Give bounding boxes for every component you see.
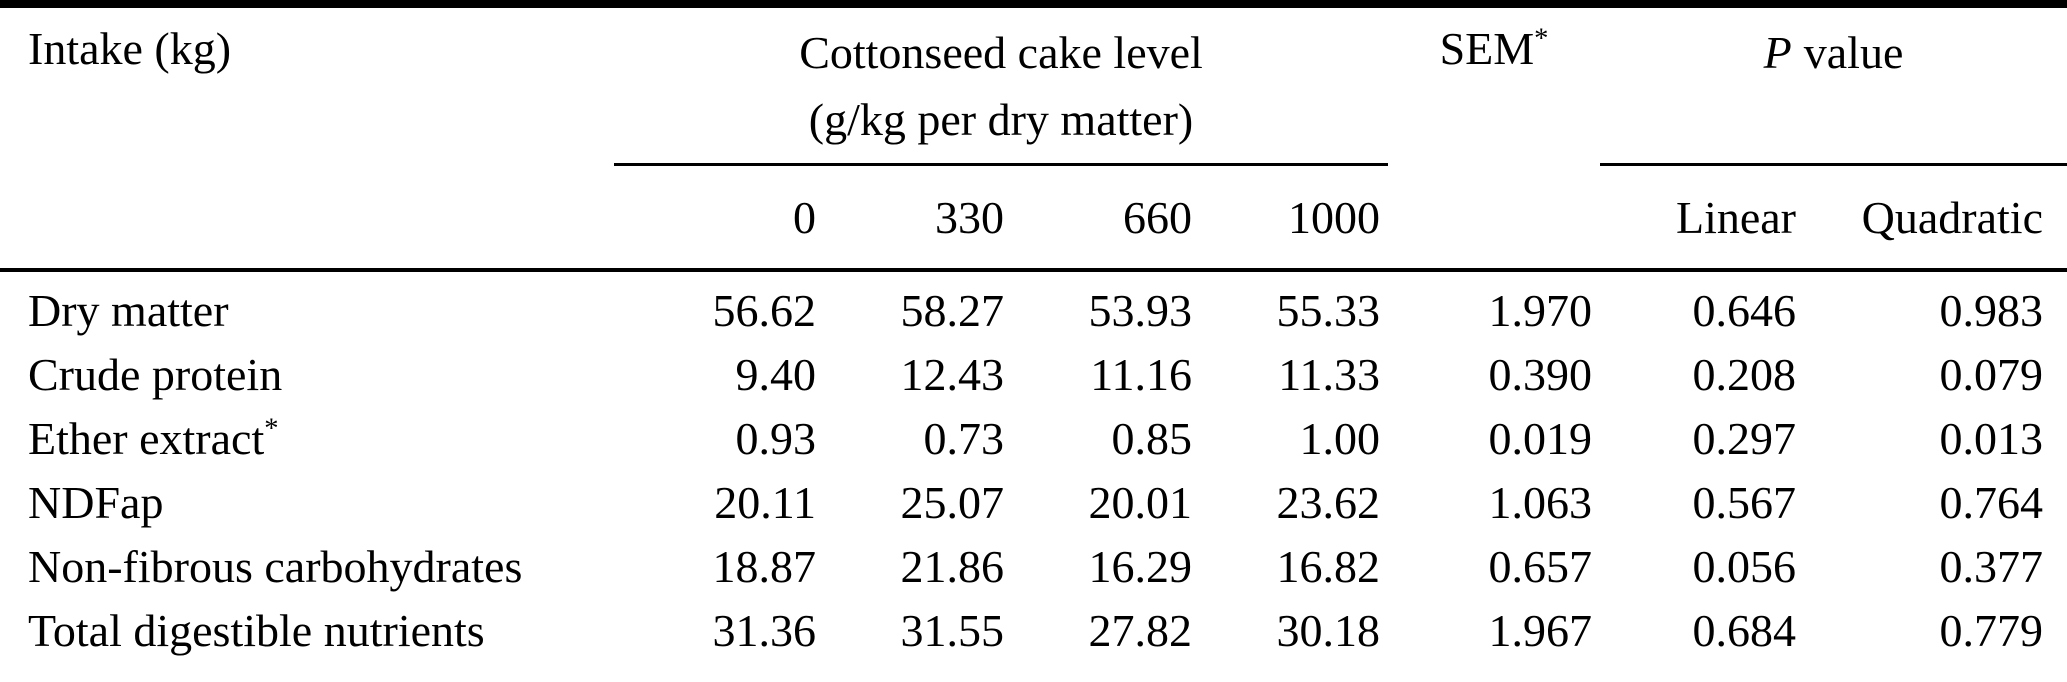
cell-level-0: 9.40 <box>735 348 817 400</box>
stub-header-intake-kg: Intake (kg) <box>0 4 614 273</box>
table-row-total-digestible-nutrients: Total digestible nutrients 31.36 31.55 2… <box>0 598 2067 682</box>
row-label-text: Non-fibrous carbohydrates <box>28 540 523 592</box>
cell-sem: 0.657 <box>1488 540 1593 592</box>
cell-level-660: 27.82 <box>1088 604 1193 656</box>
spanner-line1: Cottonseed cake level <box>799 27 1203 78</box>
table-row-ndfap: NDFap 20.11 25.07 20.01 23.62 1.063 0.56… <box>0 470 2067 534</box>
column-header-quadratic: Quadratic <box>1804 164 2067 273</box>
row-label-text: Ether extract <box>28 412 265 464</box>
cell-p-quadratic: 0.764 <box>1939 476 2044 528</box>
cell-p-quadratic: 0.983 <box>1939 284 2044 336</box>
cell-level-0: 31.36 <box>712 604 817 656</box>
cell-level-330: 58.27 <box>900 284 1005 336</box>
cell-p-linear: 0.567 <box>1692 476 1797 528</box>
sem-label: SEM <box>1439 23 1535 74</box>
cell-level-330: 25.07 <box>900 476 1005 528</box>
cell-p-quadratic: 0.779 <box>1939 604 2044 656</box>
row-label-sup-asterisk: * <box>264 413 279 445</box>
cell-level-330: 0.73 <box>923 412 1005 464</box>
cell-level-0: 18.87 <box>712 540 817 592</box>
row-label-text: Crude protein <box>28 348 283 400</box>
p-italic: P <box>1763 27 1792 78</box>
cell-p-linear: 0.208 <box>1692 348 1797 400</box>
sem-superscript-asterisk: * <box>1534 23 1549 55</box>
spanner-cottonseed-cake-level: Cottonseed cake level (g/kg per dry matt… <box>614 4 1388 167</box>
table-row-ether-extract: Ether extract* 0.93 0.73 0.85 1.00 0.019… <box>0 406 2067 470</box>
cell-sem: 0.390 <box>1488 348 1593 400</box>
table-row-non-fibrous-carbohydrates: Non-fibrous carbohydrates 18.87 21.86 16… <box>0 534 2067 598</box>
cell-level-330: 31.55 <box>900 604 1005 656</box>
table-header: Intake (kg) Cottonseed cake level (g/kg … <box>0 4 2067 273</box>
cell-p-quadratic: 0.079 <box>1939 348 2044 400</box>
table-row-crude-protein: Crude protein 9.40 12.43 11.16 11.33 0.3… <box>0 342 2067 406</box>
row-label-text: Dry matter <box>28 284 229 336</box>
row-label: Dry matter <box>0 270 614 342</box>
cell-level-1000: 11.33 <box>1278 348 1380 400</box>
cell-level-1000: 30.18 <box>1276 604 1381 656</box>
row-label: NDFap <box>0 470 614 534</box>
cell-level-1000: 16.82 <box>1276 540 1381 592</box>
cell-level-1000: 23.62 <box>1276 476 1381 528</box>
cell-level-0: 56.62 <box>712 284 817 336</box>
cell-level-660: 20.01 <box>1088 476 1193 528</box>
row-label-text: NDFap <box>28 476 164 528</box>
cell-sem: 1.967 <box>1488 604 1593 656</box>
column-header-level-330: 330 <box>824 164 1012 273</box>
row-label: Ether extract* <box>0 406 614 470</box>
column-header-level-0: 0 <box>614 164 824 273</box>
cell-sem: 1.970 <box>1488 284 1593 336</box>
row-label-text: Total digestible nutrients <box>28 604 485 656</box>
p-value-text: value <box>1803 27 1904 78</box>
cell-p-quadratic: 0.013 <box>1939 412 2044 464</box>
column-header-level-1000: 1000 <box>1200 164 1388 273</box>
table-body: Dry matter 56.62 58.27 53.93 55.33 1.970… <box>0 270 2067 682</box>
column-header-linear: Linear <box>1600 164 1804 273</box>
column-header-sem: SEM* <box>1388 4 1600 273</box>
cell-p-linear: 0.684 <box>1692 604 1797 656</box>
table-row-dry-matter: Dry matter 56.62 58.27 53.93 55.33 1.970… <box>0 270 2067 342</box>
cell-level-660: 53.93 <box>1088 284 1193 336</box>
row-label: Non-fibrous carbohydrates <box>0 534 614 598</box>
column-header-level-660: 660 <box>1012 164 1200 273</box>
cell-level-1000: 55.33 <box>1276 284 1381 336</box>
cell-level-1000: 1.00 <box>1299 412 1381 464</box>
cell-sem: 1.063 <box>1488 476 1593 528</box>
cell-level-330: 21.86 <box>900 540 1005 592</box>
cell-level-0: 0.93 <box>735 412 817 464</box>
cell-level-660: 16.29 <box>1088 540 1193 592</box>
cell-level-660: 0.85 <box>1111 412 1193 464</box>
cell-level-660: 11.16 <box>1090 348 1192 400</box>
cell-p-linear: 0.297 <box>1692 412 1797 464</box>
row-label: Crude protein <box>0 342 614 406</box>
cell-p-linear: 0.056 <box>1692 540 1797 592</box>
cell-level-330: 12.43 <box>900 348 1005 400</box>
cell-sem: 0.019 <box>1488 412 1593 464</box>
cell-p-linear: 0.646 <box>1692 284 1797 336</box>
row-label: Total digestible nutrients <box>0 598 614 682</box>
spanner-line2: (g/kg per dry matter) <box>808 93 1194 145</box>
cell-level-0: 20.11 <box>714 476 816 528</box>
cell-p-quadratic: 0.377 <box>1939 540 2044 592</box>
